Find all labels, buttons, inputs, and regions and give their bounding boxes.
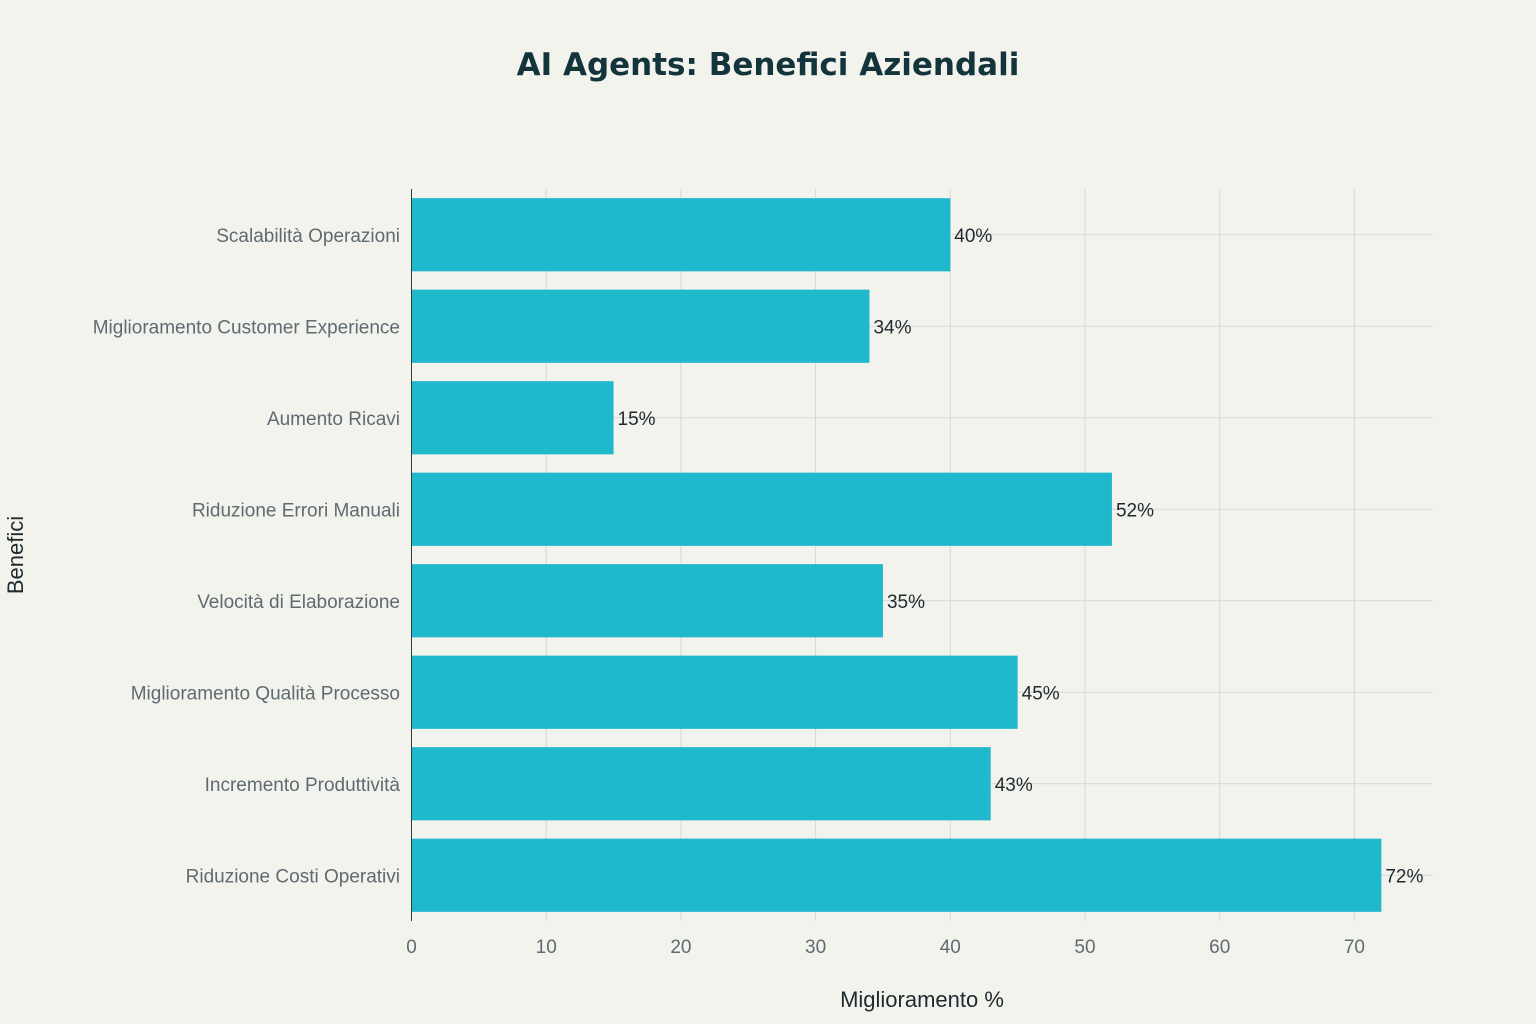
x-tick-label: 10 [536,937,557,958]
x-tick-label: 60 [1209,937,1230,958]
x-tick-labels: 0 10 20 30 40 50 60 70 [406,937,1365,958]
data-label: 45% [1022,683,1060,704]
category-labels: Scalabilità Operazioni Miglioramento Cust… [93,226,401,888]
y-axis-title: Benefici [3,516,28,594]
data-label: 52% [1116,500,1154,521]
bars [411,198,1382,912]
chart-title: AI Agents: Benefici Aziendali [517,47,1020,83]
bar [411,655,1018,729]
bar [411,198,951,272]
data-label: 35% [887,592,925,613]
category-label: Aumento Ricavi [267,409,400,430]
bar [411,747,991,821]
category-label: Miglioramento Qualità Processo [131,683,400,704]
category-label: Riduzione Costi Operativi [186,866,400,887]
bar [411,381,614,455]
x-tick-label: 30 [805,937,826,958]
category-label: Riduzione Errori Manuali [192,500,400,521]
bar [411,289,870,363]
data-label: 34% [873,317,911,338]
data-label: 72% [1385,866,1423,887]
x-axis-title: Miglioramento % [840,987,1004,1012]
x-tick-label: 70 [1344,937,1365,958]
category-label: Velocità di Elaborazione [197,592,400,613]
category-label: Miglioramento Customer Experience [93,317,400,338]
category-label: Incremento Produttività [205,775,401,796]
x-tick-label: 50 [1074,937,1095,958]
data-label: 43% [995,775,1033,796]
bar [411,564,883,638]
category-label: Scalabilità Operazioni [216,226,400,247]
data-label: 40% [954,226,992,247]
bar [411,472,1112,546]
x-tick-label: 20 [670,937,691,958]
data-labels: 40% 34% 15% 52% 35% 45% 43% 72% [618,226,1424,888]
x-tick-label: 0 [406,937,417,958]
data-label: 15% [618,409,656,430]
bar [411,838,1382,912]
x-tick-label: 40 [940,937,961,958]
